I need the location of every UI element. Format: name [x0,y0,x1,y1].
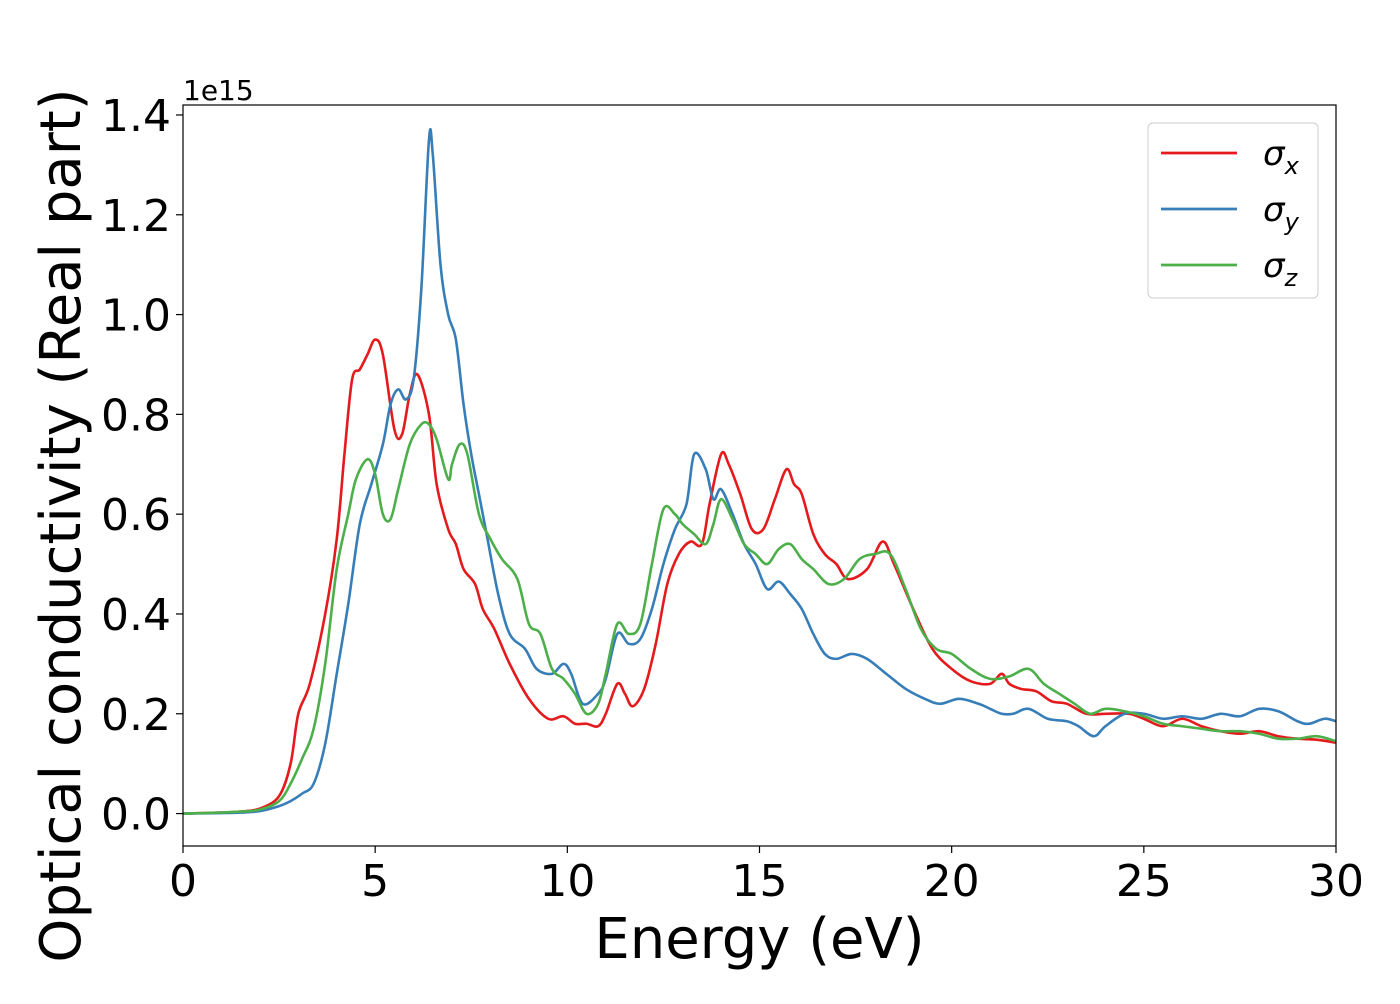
y-tick-label: 0.0 [101,790,171,841]
legend-label-x: σx [1263,134,1300,180]
legend-label-subscript: z [1284,264,1299,292]
legend-label-subscript: x [1284,152,1300,180]
y-tick-label: 1.4 [101,91,171,142]
y-axis-label: Optical conductivity (Real part) [29,88,94,962]
x-tick-label: 10 [539,856,595,907]
y-axis-ticks: 0.0 0.2 0.4 0.6 0.8 1.0 1.2 1.4 [101,91,183,841]
y-tick-label: 0.2 [101,690,171,741]
x-axis-label: Energy (eV) [594,907,924,972]
series-line-x [183,338,1336,815]
legend-label-z: σz [1263,246,1299,292]
legend-label-base: σ [1263,190,1286,230]
series-layer [183,128,1336,815]
y-tick-label: 0.6 [101,490,171,541]
x-tick-label: 20 [924,856,980,907]
y-axis-offset-label: 1e15 [183,74,254,107]
x-axis-ticks: 0 5 10 15 20 25 30 [169,846,1364,907]
legend-box [1147,122,1319,299]
y-tick-label: 0.4 [101,590,171,641]
x-tick-label: 5 [361,856,389,907]
legend-label-base: σ [1263,246,1286,286]
series-line-z [183,420,1336,815]
legend-label-subscript: y [1284,208,1300,236]
y-tick-label: 1.0 [101,291,171,342]
x-tick-label: 25 [1116,856,1172,907]
y-tick-label: 0.8 [101,390,171,441]
x-tick-label: 30 [1308,856,1364,907]
y-tick-label: 1.2 [101,191,171,242]
x-tick-label: 15 [732,856,788,907]
series-line-y [183,128,1336,815]
legend-label-y: σy [1263,190,1300,236]
legend-label-base: σ [1263,134,1286,174]
x-tick-label: 0 [169,856,197,907]
